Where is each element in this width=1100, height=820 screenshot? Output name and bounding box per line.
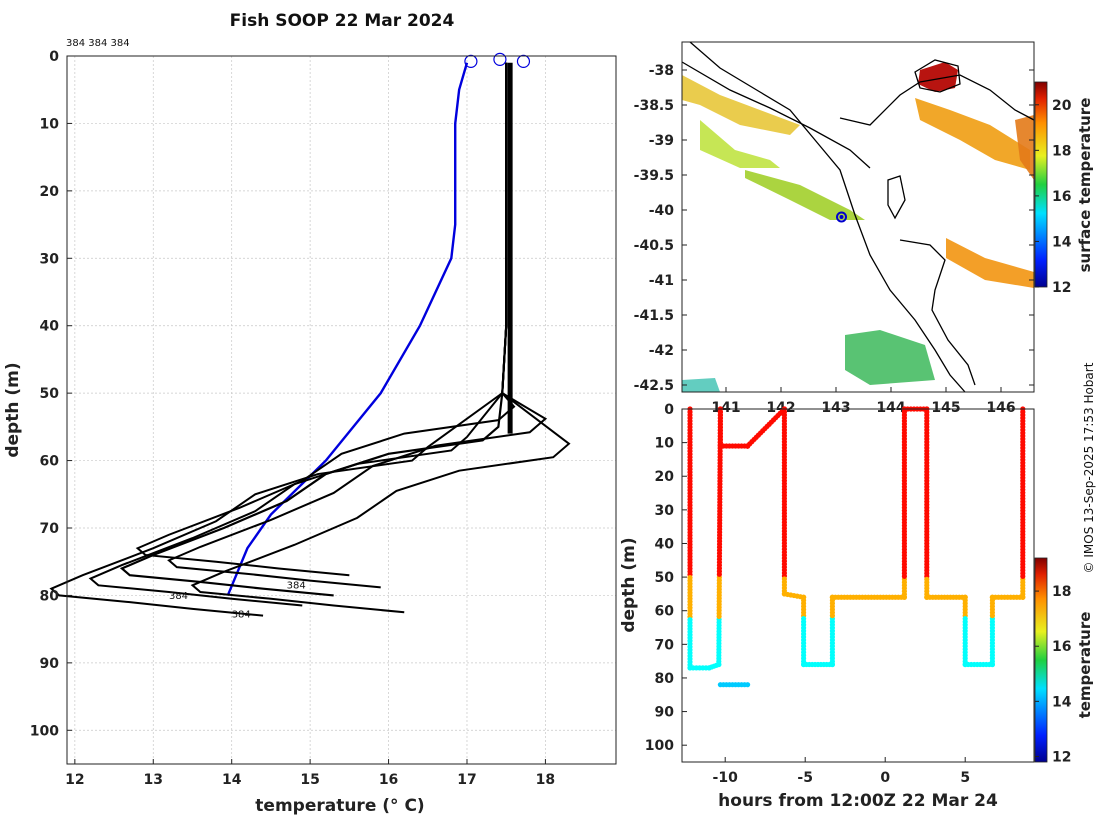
y-tick-label: 50 xyxy=(40,386,60,402)
map-y-tick-label: -39 xyxy=(649,133,674,149)
x-tick-label: 17 xyxy=(457,772,476,788)
ts-colorbar-tick-label: 18 xyxy=(1052,584,1071,600)
ts-colorbar-tick-label: 14 xyxy=(1052,694,1072,710)
y-tick-label: 30 xyxy=(40,251,60,267)
map-y-tick-label: -41 xyxy=(649,273,674,289)
ts-y-tick-label: 60 xyxy=(655,604,675,620)
credit-text: © IMOS 13-Sep-2025 17:53 Hobart xyxy=(1082,362,1096,573)
y-tick-label: 90 xyxy=(40,656,60,672)
y-tick-label: 10 xyxy=(40,116,60,132)
y-tick-label: 0 xyxy=(49,49,59,65)
timeseries-x-label: hours from 12:00Z 22 Mar 24 xyxy=(718,791,998,811)
map-colorbar-label: surface temperature xyxy=(1076,98,1094,273)
map-colorbar-tick-label: 16 xyxy=(1052,189,1071,205)
sst-patches xyxy=(682,62,1034,392)
map-x-tick-label: 145 xyxy=(931,400,960,416)
x-tick-label: 13 xyxy=(144,772,163,788)
map-colorbar-tick-label: 18 xyxy=(1052,143,1071,159)
fish-profile-line xyxy=(49,62,508,617)
x-axis-label: temperature (° C) xyxy=(255,796,424,816)
map-x-tick-label: 142 xyxy=(766,400,795,416)
y-tick-label: 60 xyxy=(40,454,60,470)
ts-x-tick-label: 5 xyxy=(960,770,970,786)
map-frame xyxy=(681,41,1035,393)
chart-title: Fish SOOP 22 Mar 2024 xyxy=(230,11,455,31)
ts-y-tick-label: 10 xyxy=(655,436,675,452)
map-colorbar xyxy=(1034,81,1048,288)
x-tick-label: 15 xyxy=(300,772,319,788)
y-tick-label: 80 xyxy=(40,588,60,604)
depth-time-chart: 0 10 20 30 40 50 60 70 80 90 100 -10 -5 0 5 hours from… xyxy=(619,402,1094,811)
ts-y-tick-label: 0 xyxy=(664,402,674,418)
x-tick-label: 16 xyxy=(379,772,398,788)
coastlines xyxy=(681,41,1035,393)
fish-profile-line xyxy=(88,62,508,607)
map-y-tick-label: -39.5 xyxy=(634,168,674,184)
plot-frame xyxy=(66,55,617,765)
position-marker xyxy=(836,211,847,223)
ts-y-tick-label: 20 xyxy=(655,469,675,485)
map-colorbar-tick-label: 20 xyxy=(1052,98,1072,114)
timeseries-y-label: depth (m) xyxy=(619,537,639,632)
surface-marker xyxy=(493,52,507,66)
y-tick-label: 40 xyxy=(40,319,60,335)
map-y-tick-label: -40.5 xyxy=(634,238,674,254)
data-point xyxy=(745,682,751,688)
y-axis-label: depth (m) xyxy=(3,362,23,457)
map-colorbar-tick-label: 14 xyxy=(1052,234,1072,250)
ts-x-tick-label: 0 xyxy=(880,770,890,786)
y-tick-label: 100 xyxy=(30,723,59,739)
timeseries-colorbar xyxy=(1034,557,1048,763)
map-y-tick-label: -42 xyxy=(649,343,674,359)
ts-y-tick-label: 30 xyxy=(655,503,675,519)
profile-label: 384 xyxy=(287,581,306,592)
ts-colorbar-tick-label: 12 xyxy=(1052,749,1071,765)
x-tick-label: 18 xyxy=(536,772,555,788)
map-x-tick-label: 144 xyxy=(876,400,905,416)
ts-y-tick-label: 70 xyxy=(655,637,675,653)
y-tick-label: 70 xyxy=(40,521,60,537)
y-tick-label: 20 xyxy=(40,184,60,200)
map-y-tick-label: -38 xyxy=(649,63,674,79)
ts-y-tick-label: 50 xyxy=(655,570,675,586)
ts-x-tick-label: -5 xyxy=(797,770,813,786)
timeseries-colorbar-label: temperature xyxy=(1076,612,1094,719)
profile-chart: Fish SOOP 22 Mar 2024 384 384 384 384 384… xyxy=(3,11,617,816)
ts-x-tick-label: -10 xyxy=(713,770,739,786)
sst-map: -38 -38.5 -39 -39.5 -40 -40.5 -41 -41.5 -42 -42.5… xyxy=(634,41,1094,416)
surface-marker xyxy=(464,54,478,68)
fish-profile-line xyxy=(167,62,548,589)
profile-label: 384 xyxy=(232,610,251,621)
map-x-tick-label: 146 xyxy=(986,400,1015,416)
map-y-tick-label: -42.5 xyxy=(634,378,674,394)
map-y-tick-label: -40 xyxy=(649,203,675,219)
fish-profile-line xyxy=(119,62,508,597)
ts-y-tick-label: 90 xyxy=(655,705,675,721)
map-x-tick-label: 141 xyxy=(711,400,740,416)
top-annotation: 384 384 384 xyxy=(66,38,130,49)
map-y-tick-label: -41.5 xyxy=(634,308,674,324)
map-x-tick-label: 143 xyxy=(821,400,850,416)
x-tick-label: 12 xyxy=(65,772,84,788)
ts-y-tick-label: 80 xyxy=(655,671,675,687)
mean-profile-line xyxy=(226,62,469,596)
ts-y-tick-label: 40 xyxy=(655,536,675,552)
map-y-tick-label: -38.5 xyxy=(634,98,674,114)
position-marker-dot xyxy=(839,215,844,219)
fish-profile-line xyxy=(135,62,516,577)
ts-y-tick-label: 100 xyxy=(645,738,674,754)
map-colorbar-tick-label: 12 xyxy=(1052,280,1071,296)
x-tick-label: 14 xyxy=(222,772,242,788)
timeseries-frame xyxy=(681,408,1035,763)
surface-marker xyxy=(516,54,531,68)
ts-colorbar-tick-label: 16 xyxy=(1052,639,1071,655)
profile-label: 384 xyxy=(169,591,188,602)
